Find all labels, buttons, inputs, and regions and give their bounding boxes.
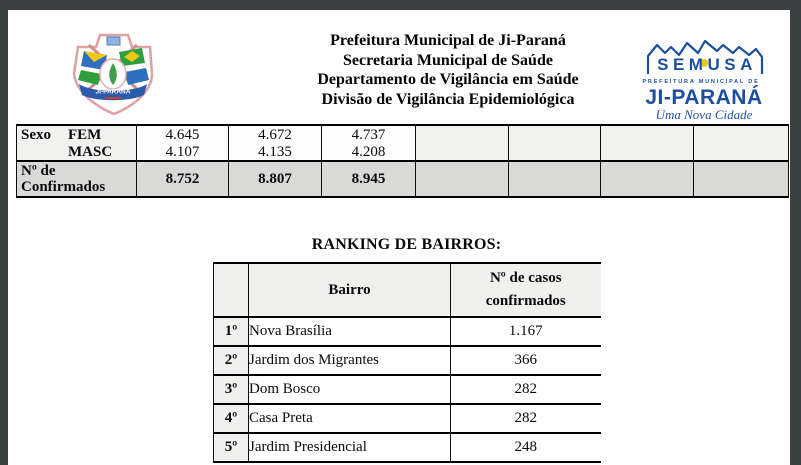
semusa-name: SEMUSA	[657, 55, 757, 74]
org-header: Prefeitura Municipal de Ji-Paraná Secret…	[238, 31, 658, 109]
confirmados-label-cell: Nº de Confirmados	[16, 160, 137, 198]
rank-cell: 3º	[213, 374, 249, 404]
sexo-values-col1: 4.645 4.107	[136, 124, 229, 162]
ranking-header-bairro: Bairro	[248, 262, 451, 317]
document-page: JI-PARANÁ Prefeitura Municipal de Ji-Par…	[8, 10, 790, 465]
ranking-row: 5º Jardim Presidencial 248	[213, 432, 601, 463]
org-line-4: Divisão de Vigilância Epidemiológica	[321, 90, 575, 108]
sexo-label: Sexo	[21, 127, 51, 143]
crest-coffee-sprig	[109, 63, 117, 85]
crest-flag-brazil-diamond	[124, 51, 140, 62]
semusa-roofline-icon	[646, 39, 764, 74]
ranking-section-title: RANKING DE BAIRROS:	[311, 236, 502, 253]
casos-header-line2: confirmados	[485, 293, 566, 309]
empty-cell	[600, 124, 694, 162]
empty-cell	[600, 160, 694, 198]
ranking-row: 3º Dom Bosco 282	[213, 374, 601, 404]
masc-value: 4.208	[351, 143, 386, 160]
casos-header-line1: Nº de casos	[489, 270, 562, 286]
fem-label: FEM	[68, 127, 102, 143]
rank-cell: 4º	[213, 403, 249, 433]
semusa-slogan: Uma Nova Cidade	[656, 107, 753, 122]
bairro-cell: Nova Brasília	[248, 316, 451, 346]
semusa-city: JI-PARANÁ	[645, 86, 762, 109]
fem-value: 4.645	[165, 127, 200, 143]
empty-cell	[693, 124, 789, 162]
semusa-subtitle: PREFEITURA MUNICIPAL DE	[642, 79, 759, 85]
casos-cell: 366	[450, 345, 601, 375]
sexo-values-col3: 4.737 4.208	[321, 124, 416, 162]
masc-label: MASC	[68, 143, 113, 160]
crest-flag-rondonia-yellow	[84, 51, 107, 62]
confirmados-value: 8.752	[136, 160, 229, 198]
ranking-table: Bairro Nº de casos confirmados 1º Nova B…	[213, 262, 601, 463]
sexo-label-cell: Sexo FEM MASC	[16, 124, 137, 162]
bairro-cell: Dom Bosco	[248, 374, 451, 404]
semusa-star-icon	[700, 59, 708, 67]
table-row-sexo: Sexo FEM MASC 4.645 4.107 4.672 4.135	[16, 124, 789, 162]
masc-value: 4.135	[258, 143, 292, 160]
sexo-values-col2: 4.672 4.135	[228, 124, 322, 162]
empty-cell	[415, 160, 509, 198]
empty-cell	[508, 160, 601, 198]
crest-palace-icon	[106, 36, 121, 46]
crest-motto-mark	[105, 97, 121, 100]
confirmados-label-line2: Confirmados	[21, 179, 106, 195]
crest-flag-lower-right	[125, 68, 149, 85]
ranking-row: 2º Jardim dos Migrantes 366	[213, 345, 601, 375]
org-line-1: Prefeitura Municipal de Ji-Paraná	[330, 32, 566, 49]
rank-cell: 2º	[213, 345, 249, 375]
confirmados-label-line1: Nº de	[21, 162, 56, 179]
ranking-header-row: Bairro Nº de casos confirmados	[213, 262, 601, 317]
empty-cell	[508, 124, 601, 162]
table-row-confirmados: Nº de Confirmados 8.752 8.807 8.945	[16, 160, 789, 198]
casos-cell: 1.167	[450, 316, 601, 346]
ranking-row: 1º Nova Brasília 1.167	[213, 316, 601, 346]
confirmed-cases-table: Sexo FEM MASC 4.645 4.107 4.672 4.135	[16, 124, 789, 198]
bairro-cell: Casa Preta	[248, 403, 451, 433]
confirmados-value: 8.945	[321, 160, 416, 198]
semusa-logo: SEMUSA PREFEITURA MUNICIPAL DE JI-PARANÁ…	[642, 39, 764, 122]
bairro-cell: Jardim Presidencial	[248, 432, 451, 463]
municipal-crest-logo: JI-PARANÁ	[72, 33, 154, 116]
rank-cell: 1º	[213, 316, 249, 346]
bairro-cell: Jardim dos Migrantes	[248, 345, 451, 375]
crest-banner	[79, 84, 147, 101]
casos-cell: 248	[450, 432, 601, 463]
ranking-header-casos: Nº de casos confirmados	[450, 262, 601, 317]
empty-cell	[693, 160, 789, 198]
casos-cell: 282	[450, 374, 601, 404]
confirmados-value: 8.807	[228, 160, 322, 198]
org-line-2: Secretaria Municipal de Saúde	[343, 51, 553, 69]
casos-cell: 282	[450, 403, 601, 433]
empty-cell	[415, 124, 509, 162]
masc-value: 4.107	[165, 143, 200, 160]
rank-cell: 5º	[213, 432, 249, 463]
ranking-header-rank-cell	[213, 262, 249, 317]
ranking-row: 4º Casa Preta 282	[213, 403, 601, 433]
fem-value: 4.737	[351, 127, 386, 143]
org-line-3: Departamento de Vigilância em Saúde	[317, 71, 579, 88]
fem-value: 4.672	[258, 127, 292, 143]
crest-banner-text: JI-PARANÁ	[96, 87, 131, 96]
crest-flag-lower-left	[78, 70, 101, 85]
